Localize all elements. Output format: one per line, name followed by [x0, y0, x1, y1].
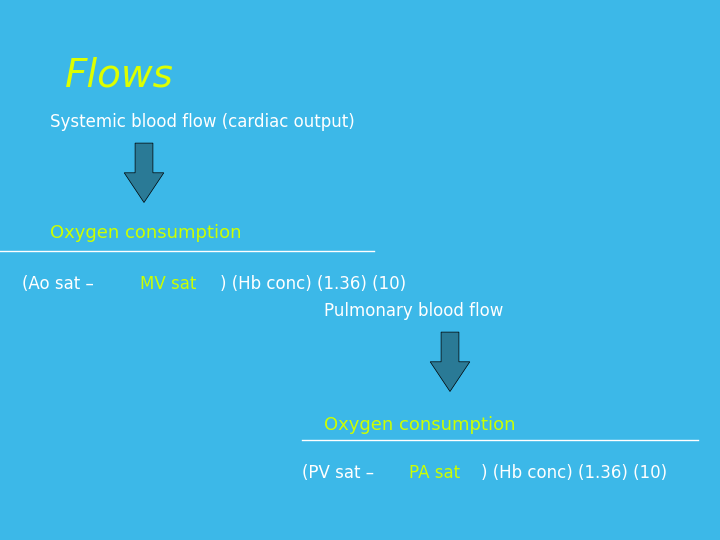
- Text: MV sat: MV sat: [140, 275, 197, 293]
- Text: Oxygen consumption: Oxygen consumption: [324, 416, 516, 434]
- Text: Pulmonary blood flow: Pulmonary blood flow: [324, 302, 503, 320]
- Text: PA sat: PA sat: [409, 464, 460, 482]
- Text: Flows: Flows: [65, 57, 174, 94]
- Text: (PV sat –: (PV sat –: [302, 464, 379, 482]
- Polygon shape: [431, 332, 469, 392]
- Text: ) (Hb conc) (1.36) (10): ) (Hb conc) (1.36) (10): [220, 275, 406, 293]
- Polygon shape: [125, 143, 164, 202]
- Text: (Ao sat –: (Ao sat –: [22, 275, 99, 293]
- Text: Systemic blood flow (cardiac output): Systemic blood flow (cardiac output): [50, 113, 355, 131]
- Text: Oxygen consumption: Oxygen consumption: [50, 224, 242, 242]
- Text: ) (Hb conc) (1.36) (10): ) (Hb conc) (1.36) (10): [481, 464, 667, 482]
